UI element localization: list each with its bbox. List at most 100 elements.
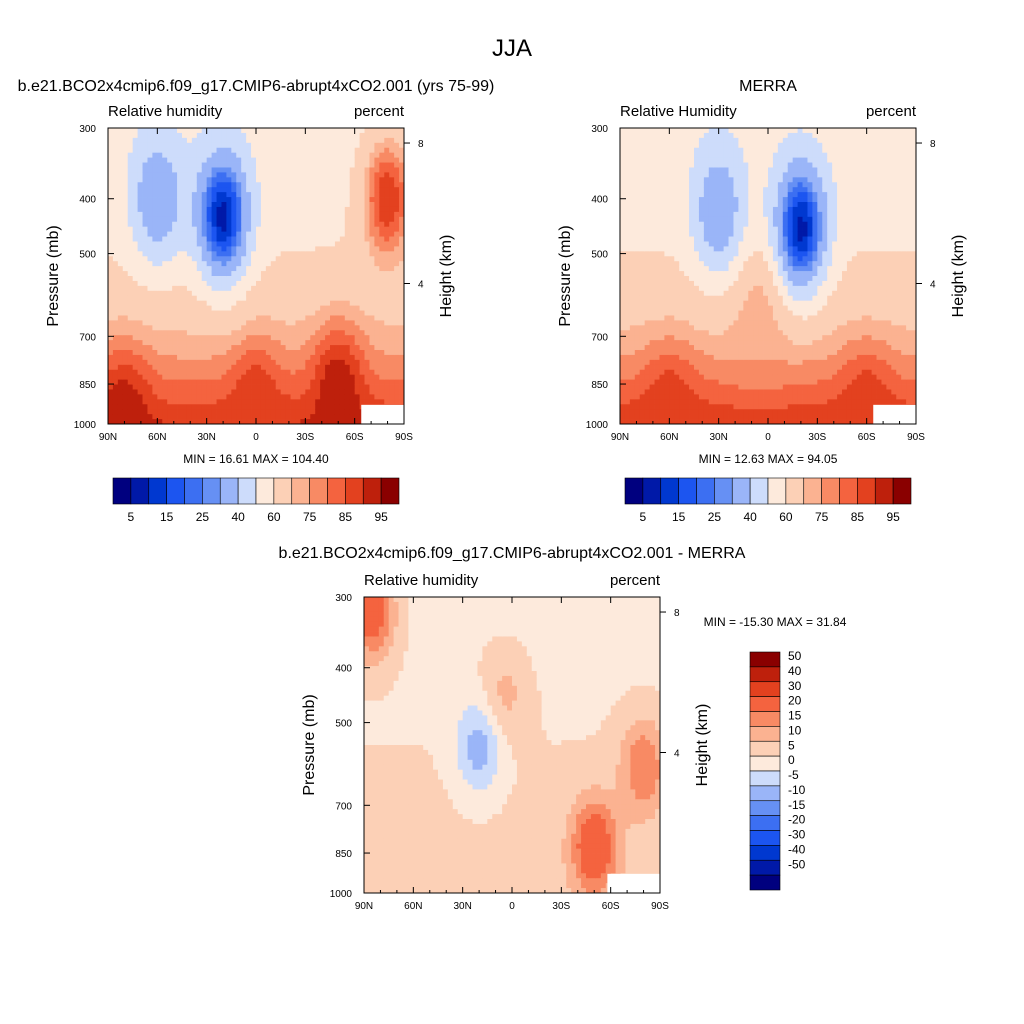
heatmap-cell (330, 172, 336, 178)
heatmap-cell (689, 330, 695, 336)
heatmap-cell (384, 266, 390, 272)
heatmap-cell (679, 167, 685, 173)
heatmap-cell (620, 147, 626, 154)
heatmap-cell (325, 241, 331, 247)
heatmap-cell (152, 320, 158, 326)
heatmap-cell (689, 369, 695, 376)
heatmap-cell (379, 197, 385, 203)
heatmap-cells (108, 128, 405, 425)
heatmap-cell (620, 172, 626, 178)
heatmap-cell (669, 354, 675, 361)
heatmap-cell (300, 192, 306, 198)
heatmap-cell (644, 236, 650, 242)
heatmap-cell (684, 340, 690, 346)
heatmap-cell (708, 157, 715, 163)
heatmap-cell (300, 290, 306, 297)
heatmap-cell (216, 192, 222, 198)
heatmap-cell (256, 221, 262, 228)
heatmap-cell (674, 384, 680, 390)
heatmap-cell (315, 211, 321, 218)
heatmap-cell (659, 256, 665, 262)
heatmap-cell (191, 379, 198, 385)
heatmap-cell (703, 152, 710, 158)
heatmap-cell (684, 394, 690, 400)
heatmap-cell (629, 197, 636, 203)
heatmap-cell (664, 330, 670, 336)
heatmap-cell (330, 226, 336, 232)
heatmap-cell (389, 320, 395, 326)
heatmap-cell (231, 414, 237, 420)
heatmap-cell (256, 280, 262, 287)
heatmap-cell (369, 374, 375, 380)
heatmap-cell (256, 216, 262, 223)
heatmap-cell (713, 315, 720, 321)
heatmap-cell (275, 295, 282, 302)
heatmap-cell (206, 359, 212, 366)
heatmap-cell (137, 404, 143, 410)
heatmap-cell (320, 192, 326, 198)
heatmap-cell (270, 216, 277, 223)
heatmap-cell (684, 310, 690, 316)
heatmap-cell (112, 305, 119, 311)
heatmap-cell (325, 276, 331, 282)
heatmap-cell (624, 389, 631, 395)
heatmap-cell (122, 369, 129, 376)
heatmap-cell (147, 374, 153, 380)
heatmap-cell (216, 128, 222, 134)
heatmap-cell (231, 246, 237, 252)
heatmap-cell (344, 305, 351, 311)
heatmap-cell (325, 290, 331, 297)
heatmap-cell (186, 231, 193, 237)
heatmap-cell (221, 266, 227, 272)
heatmap-cell (152, 231, 158, 237)
heatmap-cell (354, 231, 360, 237)
heatmap-cell (196, 147, 203, 154)
heatmap-cell (246, 335, 252, 341)
heatmap-cell (177, 335, 183, 341)
heatmap-cell (196, 197, 203, 203)
heatmap-cell (369, 226, 375, 232)
heatmap-cell (196, 271, 203, 277)
heatmap-cell (634, 128, 641, 134)
heatmap-cell (379, 177, 385, 183)
heatmap-cell (285, 132, 291, 139)
heatmap-cell (629, 340, 636, 346)
heatmap-cell (201, 256, 208, 262)
heatmap-cell (629, 280, 636, 287)
heatmap-cell (394, 345, 400, 351)
heatmap-cell (186, 350, 193, 356)
heatmap-cell (649, 330, 655, 336)
heatmap-cell (330, 202, 336, 208)
heatmap-cell (127, 132, 134, 139)
heatmap-cell (708, 330, 715, 336)
heatmap-cell (654, 359, 660, 366)
heatmap-cell (679, 404, 685, 410)
heatmap-cell (334, 128, 341, 134)
heatmap-cell (231, 285, 237, 292)
heatmap-cell (221, 305, 227, 311)
heatmap-cell (265, 345, 272, 351)
heatmap-cell (132, 192, 138, 198)
heatmap-cell (703, 231, 710, 237)
heatmap-cell (354, 359, 360, 366)
heatmap-cell (157, 276, 163, 282)
heatmap-cell (664, 409, 670, 415)
heatmap-cell (629, 142, 636, 149)
heatmap-cell (354, 320, 360, 326)
heatmap-cell (369, 246, 375, 252)
heatmap-cell (330, 280, 336, 287)
heatmap-cell (132, 280, 138, 287)
heatmap-cell (236, 152, 242, 158)
heatmap-cell (659, 374, 665, 380)
heatmap-cell (334, 271, 341, 277)
heatmap-cell (708, 320, 715, 326)
heatmap-cell (374, 226, 380, 232)
heatmap-cell (384, 290, 390, 297)
heatmap-cell (703, 266, 710, 272)
heatmap-cell (718, 167, 724, 173)
heatmap-cell (359, 315, 365, 321)
heatmap-cell (369, 162, 375, 168)
heatmap-cell (275, 399, 282, 405)
heatmap-cell (334, 359, 341, 366)
heatmap-cell (241, 305, 247, 311)
